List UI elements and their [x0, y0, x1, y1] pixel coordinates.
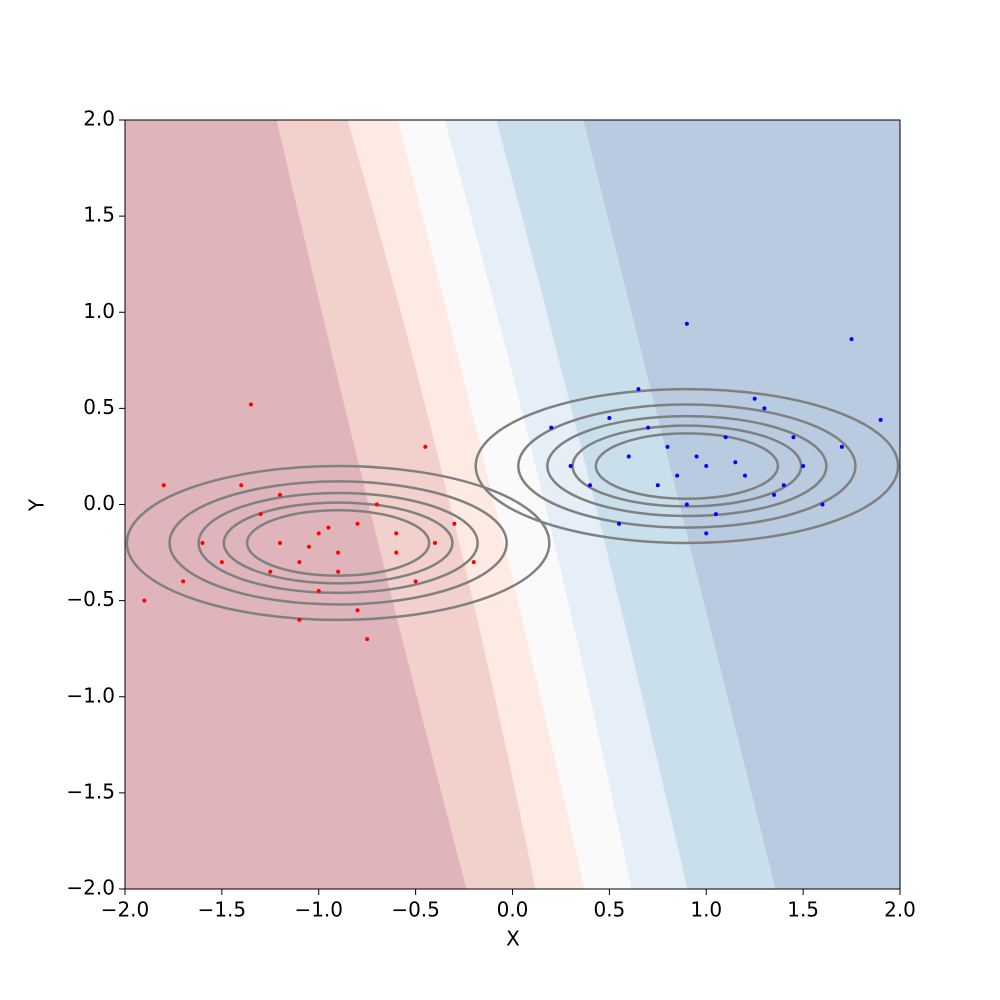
contour-ellipse: [546, 414, 828, 518]
point: [588, 483, 592, 488]
point: [268, 569, 273, 574]
point: [733, 460, 738, 465]
y-tick-label: −0.5: [66, 587, 115, 611]
point: [278, 540, 282, 545]
point: [248, 402, 253, 407]
point: [239, 483, 244, 488]
point: [684, 502, 689, 507]
point: [336, 569, 341, 574]
point: [704, 531, 709, 536]
point: [452, 521, 457, 526]
point: [694, 454, 699, 459]
x-tick-label: 2.0: [884, 898, 916, 922]
point: [752, 396, 757, 401]
x-tick-label: 1.5: [787, 898, 819, 922]
point: [704, 464, 709, 469]
point: [743, 473, 747, 478]
point: [394, 531, 399, 536]
contour-ellipse: [474, 387, 900, 545]
point: [762, 406, 767, 411]
contour-ellipse: [245, 509, 431, 577]
point: [219, 560, 224, 565]
point: [675, 473, 680, 478]
point: [617, 521, 622, 526]
plot-area: [125, 120, 900, 889]
point: [772, 492, 777, 497]
y-tick-label: −1.5: [66, 779, 115, 803]
point: [374, 502, 379, 507]
point: [297, 560, 302, 565]
point: [471, 560, 476, 565]
point: [365, 637, 370, 642]
point: [839, 444, 844, 449]
point: [665, 444, 670, 449]
point: [849, 337, 854, 342]
x-axis-label: X: [506, 927, 520, 951]
point: [568, 464, 573, 469]
point: [684, 321, 689, 326]
contour-ellipse: [125, 464, 551, 622]
x-tick-label: −1.0: [294, 898, 343, 922]
point: [791, 435, 796, 440]
x-tick-label: −2.0: [101, 898, 150, 922]
y-tick-label: 0.5: [83, 395, 115, 419]
y-axis-label: Y: [25, 498, 49, 512]
point: [636, 387, 641, 392]
point: [607, 415, 612, 420]
point: [297, 617, 302, 622]
contour-ellipse: [222, 501, 454, 585]
y-tick-label: 1.0: [83, 299, 115, 323]
contour-ellipse: [197, 491, 479, 595]
point: [142, 598, 147, 603]
point: [433, 540, 437, 545]
point: [781, 483, 786, 488]
point: [161, 483, 166, 488]
point: [723, 435, 728, 440]
y-tick-label: 1.5: [83, 203, 115, 227]
point: [258, 512, 263, 517]
point: [316, 531, 321, 536]
point: [655, 483, 660, 488]
point: [646, 425, 651, 430]
x-tick-label: 1.0: [690, 898, 722, 922]
point: [278, 492, 282, 497]
point: [820, 502, 825, 507]
point: [713, 512, 718, 517]
point: [316, 589, 321, 594]
point: [549, 425, 554, 430]
point: [878, 417, 883, 422]
point: [181, 579, 186, 584]
y-tick-label: −2.0: [66, 876, 115, 900]
x-tick-label: 0.0: [497, 898, 529, 922]
x-tick-label: −0.5: [391, 898, 440, 922]
axes: −2.0 −1.5 −1.0 −0.5 0.0 0.5 1.0 1.5 2.0 −2.0 −1.5 −…: [66, 107, 915, 922]
point: [626, 454, 631, 459]
point: [200, 540, 205, 545]
point: [326, 525, 331, 530]
x-tick-label: −1.5: [198, 898, 247, 922]
point: [394, 550, 399, 555]
y-tick-label: 2.0: [83, 107, 115, 131]
contour-ellipse: [168, 480, 508, 606]
point: [413, 579, 418, 584]
contour-ellipse: [594, 432, 780, 500]
point: [355, 608, 360, 613]
point: [801, 464, 806, 469]
point: [423, 444, 428, 449]
y-tick-label: −1.0: [66, 683, 115, 707]
contour-ellipse: [517, 403, 857, 529]
region: [583, 120, 900, 889]
point: [355, 521, 360, 526]
x-tick-label: 0.5: [593, 898, 625, 922]
point: [307, 544, 312, 549]
y-tick-label: 0.0: [83, 491, 115, 515]
point: [336, 550, 341, 555]
